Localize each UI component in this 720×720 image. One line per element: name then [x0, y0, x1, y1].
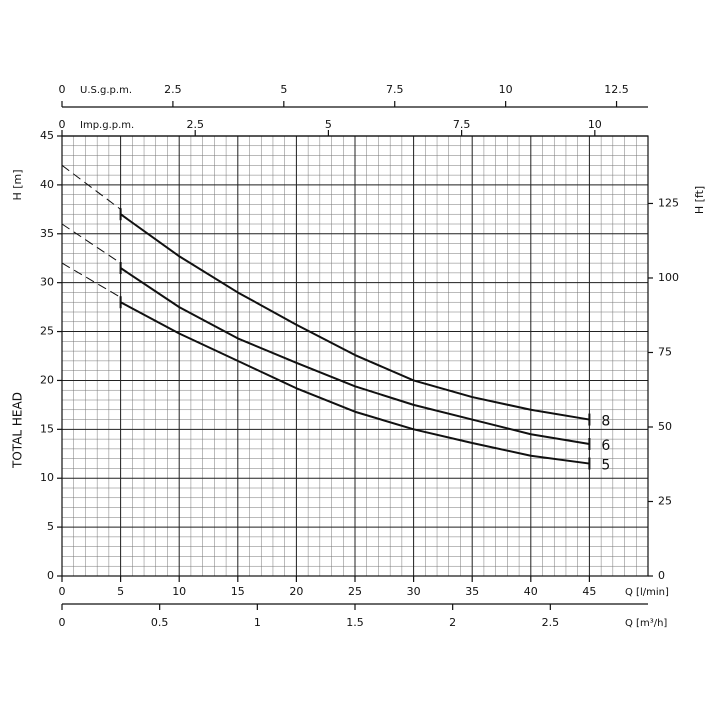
y2-tick-label: 125	[658, 196, 679, 209]
pump-curve	[120, 267, 590, 445]
top-tick-label: 0	[59, 83, 66, 96]
y-tick-label: 45	[40, 129, 54, 142]
y-tick-label: 35	[40, 227, 54, 240]
bottom2-tick-label: 1.5	[346, 616, 364, 629]
side-label: TOTAL HEAD	[11, 392, 25, 469]
top-tick-label: 2.5	[164, 83, 182, 96]
bottom2-axis-label: Q [m³/h]	[625, 618, 667, 629]
y-tick-label: 15	[40, 422, 54, 435]
top-tick-label: 2.5	[186, 118, 204, 131]
x-tick-label: 40	[524, 585, 538, 598]
y-tick-label: 30	[40, 276, 54, 289]
y-tick-label: 0	[47, 569, 54, 582]
curve-label: 5	[601, 458, 610, 474]
top-axis-label: U.S.g.p.m.	[80, 85, 132, 96]
top-tick-label: 10	[588, 118, 602, 131]
pump-curve	[120, 213, 590, 421]
y-tick-label: 5	[47, 520, 54, 533]
bottom2-tick-label: 0	[59, 616, 66, 629]
top-tick-label: 5	[325, 118, 332, 131]
top-tick-label: 10	[499, 83, 513, 96]
y2-tick-label: 25	[658, 494, 672, 507]
x-tick-label: 15	[231, 585, 245, 598]
x-tick-label: 35	[465, 585, 479, 598]
x-tick-label: 5	[117, 585, 124, 598]
y-tick-label: 10	[40, 471, 54, 484]
y2-axis-label: H [ft]	[693, 186, 706, 214]
x-tick-label: 10	[172, 585, 186, 598]
top-axis-label: Imp.g.p.m.	[80, 120, 134, 131]
curve-extrapolation	[61, 164, 121, 210]
y2-tick-label: 100	[658, 271, 679, 284]
bottom2-tick-label: 1	[254, 616, 261, 629]
pump-curve	[120, 301, 590, 465]
top-tick-label: 7.5	[453, 118, 471, 131]
bottom2-tick-label: 2.5	[542, 616, 560, 629]
x-axis-label: Q [l/min]	[625, 587, 669, 598]
top-tick-label: 5	[280, 83, 287, 96]
curve-label: 8	[601, 414, 610, 430]
x-tick-label: 25	[348, 585, 362, 598]
y-axis-label: H [m]	[11, 169, 24, 200]
x-tick-label: 20	[289, 585, 303, 598]
x-tick-label: 45	[582, 585, 596, 598]
top-tick-label: 12.5	[604, 83, 629, 96]
curve-label: 6	[601, 438, 610, 454]
curve-extrapolation	[61, 223, 121, 264]
curve-extrapolation	[61, 262, 121, 298]
x-tick-label: 30	[407, 585, 421, 598]
y-tick-label: 25	[40, 325, 54, 338]
y2-tick-label: 75	[658, 345, 672, 358]
top-tick-label: 7.5	[386, 83, 404, 96]
y-tick-label: 20	[40, 373, 54, 386]
top-tick-label: 0	[59, 118, 66, 131]
y-tick-label: 40	[40, 178, 54, 191]
bottom2-tick-label: 0.5	[151, 616, 169, 629]
bottom2-tick-label: 2	[449, 616, 456, 629]
y2-tick-label: 0	[658, 569, 665, 582]
y2-tick-label: 50	[658, 420, 672, 433]
x-tick-label: 0	[59, 585, 66, 598]
